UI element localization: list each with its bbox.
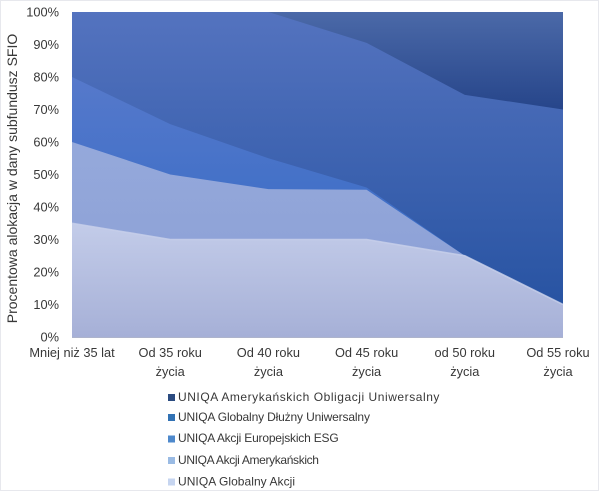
- svg-text:życia: życia: [352, 364, 382, 379]
- svg-text:życia: życia: [156, 364, 186, 379]
- svg-text:90%: 90%: [33, 37, 59, 52]
- svg-text:70%: 70%: [33, 102, 59, 117]
- svg-text:UNIQA Globalny Dłużny Uniwersa: UNIQA Globalny Dłużny Uniwersalny: [178, 410, 370, 424]
- svg-text:30%: 30%: [33, 232, 59, 247]
- svg-text:życia: życia: [254, 364, 284, 379]
- svg-text:Od 55 roku: Od 55 roku: [526, 345, 589, 360]
- svg-text:od 50 roku: od 50 roku: [435, 345, 495, 360]
- svg-text:Mniej niż 35 lat: Mniej niż 35 lat: [29, 345, 115, 360]
- svg-text:UNIQA Akcji Europejskich ESG: UNIQA Akcji Europejskich ESG: [178, 431, 338, 445]
- svg-text:0%: 0%: [41, 330, 60, 345]
- svg-text:życia: życia: [543, 364, 573, 379]
- svg-text:40%: 40%: [33, 200, 59, 215]
- svg-text:10%: 10%: [33, 297, 59, 312]
- svg-text:20%: 20%: [33, 265, 59, 280]
- svg-text:80%: 80%: [33, 70, 59, 85]
- svg-text:50%: 50%: [33, 167, 59, 182]
- svg-text:Od 35 roku: Od 35 roku: [139, 345, 202, 360]
- svg-text:Procentowa alokacja w dany sub: Procentowa alokacja w dany subfundusz SF…: [4, 34, 20, 324]
- svg-text:Od 40 roku: Od 40 roku: [237, 345, 300, 360]
- svg-text:100%: 100%: [26, 5, 59, 20]
- svg-text:60%: 60%: [33, 135, 59, 150]
- svg-text:UNIQA Amerykańskich Obligacji: UNIQA Amerykańskich Obligacji Uniwersaln…: [178, 390, 440, 404]
- svg-text:UNIQA Akcji Amerykańskich: UNIQA Akcji Amerykańskich: [178, 453, 319, 467]
- svg-text:życia: życia: [450, 364, 480, 379]
- svg-text:Od 45 roku: Od 45 roku: [335, 345, 398, 360]
- svg-text:UNIQA Globalny Akcji: UNIQA Globalny Akcji: [178, 475, 295, 489]
